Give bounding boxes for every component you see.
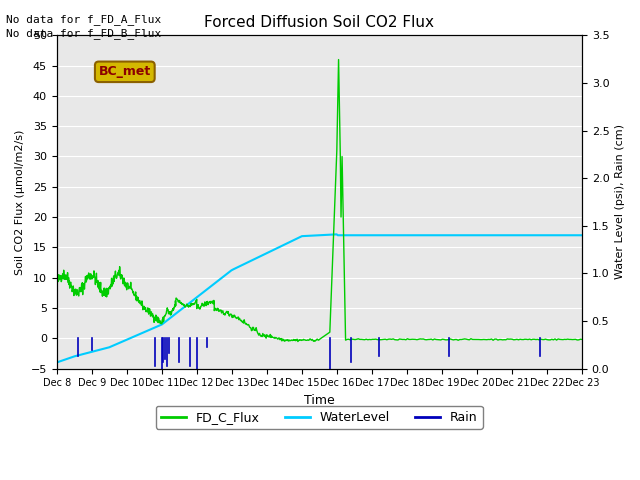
FD_C_Flux xyxy=(98,290,106,296)
Line: WaterLevel: WaterLevel xyxy=(57,234,582,362)
FD_C_Flux xyxy=(65,278,73,284)
FD_C_Flux xyxy=(563,336,570,342)
WaterLevel xyxy=(578,232,586,238)
WaterLevel xyxy=(367,232,374,238)
Text: No data for f_FD_A_Flux: No data for f_FD_A_Flux xyxy=(6,13,162,24)
X-axis label: Time: Time xyxy=(304,394,335,407)
WaterLevel xyxy=(302,233,310,239)
FD_C_Flux xyxy=(578,336,586,342)
Legend: FD_C_Flux, WaterLevel, Rain: FD_C_Flux, WaterLevel, Rain xyxy=(156,406,483,429)
Y-axis label: Water Level (psi), Rain (cm): Water Level (psi), Rain (cm) xyxy=(615,124,625,279)
WaterLevel xyxy=(305,233,313,239)
FD_C_Flux xyxy=(200,301,208,307)
FD_C_Flux xyxy=(53,279,61,285)
WaterLevel xyxy=(484,232,492,238)
WaterLevel xyxy=(566,232,574,238)
FD_C_Flux xyxy=(117,276,125,282)
WaterLevel xyxy=(53,360,61,365)
Title: Forced Diffusion Soil CO2 Flux: Forced Diffusion Soil CO2 Flux xyxy=(204,15,435,30)
FD_C_Flux xyxy=(335,57,342,62)
Text: No data for f_FD_B_Flux: No data for f_FD_B_Flux xyxy=(6,28,162,39)
Line: FD_C_Flux: FD_C_Flux xyxy=(57,60,582,342)
WaterLevel xyxy=(338,232,346,238)
Y-axis label: Soil CO2 Flux (μmol/m2/s): Soil CO2 Flux (μmol/m2/s) xyxy=(15,129,25,275)
Text: BC_met: BC_met xyxy=(99,65,151,78)
FD_C_Flux xyxy=(294,339,301,345)
FD_C_Flux xyxy=(243,322,251,327)
WaterLevel xyxy=(333,231,340,237)
